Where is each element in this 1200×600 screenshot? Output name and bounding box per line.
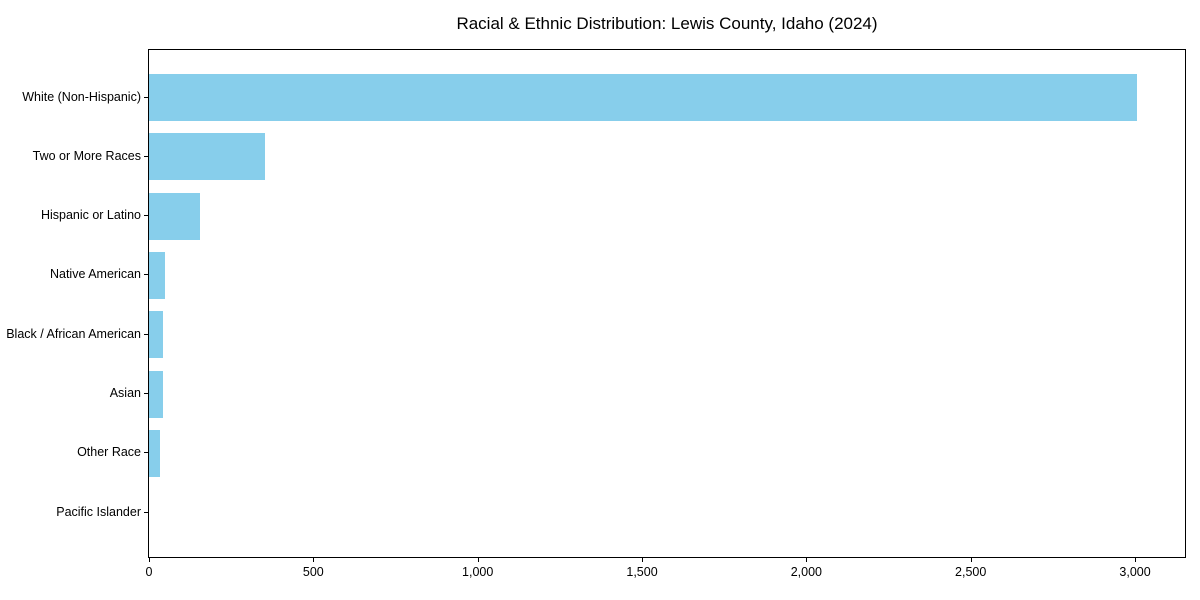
y-tick-label-hispanic-or-latino: Hispanic or Latino bbox=[40, 208, 141, 223]
y-tick-label-asian: Asian bbox=[109, 386, 141, 400]
y-tick-label-black-african-american: Black / African American bbox=[6, 326, 141, 341]
bar-hispanic-or-latino bbox=[149, 192, 200, 240]
bar-white-non-hispanic bbox=[149, 74, 1137, 121]
x-tick-mark bbox=[806, 558, 808, 562]
bar-other-race bbox=[149, 429, 161, 477]
y-tick-mark bbox=[144, 452, 148, 454]
x-tick-label-0: 0 bbox=[145, 565, 153, 579]
y-tick-label-pacific-islander: Pacific Islander bbox=[56, 504, 141, 519]
y-tick-label-other-race: Other Race bbox=[77, 445, 141, 460]
bar-asian bbox=[149, 370, 163, 418]
y-tick-mark bbox=[144, 96, 148, 98]
bar-two-or-more-races bbox=[149, 133, 266, 181]
x-tick-label-500: 500 bbox=[302, 565, 324, 579]
bar-black-african-american bbox=[149, 311, 164, 359]
y-tick-mark bbox=[144, 393, 148, 394]
x-tick-mark bbox=[313, 558, 315, 562]
y-tick-label-two-or-more-races: Two or More Races bbox=[32, 148, 141, 163]
y-tick-mark bbox=[144, 274, 148, 276]
x-tick-label-2500: 2,500 bbox=[955, 565, 987, 579]
x-tick-mark bbox=[477, 558, 479, 562]
y-tick-mark bbox=[144, 511, 148, 513]
bars-layer bbox=[149, 50, 1185, 557]
x-tick-label-2000: 2,000 bbox=[790, 565, 822, 579]
y-tick-mark bbox=[144, 155, 148, 157]
x-tick-mark bbox=[642, 558, 644, 562]
chart-title: Racial & Ethnic Distribution: Lewis Coun… bbox=[456, 14, 878, 33]
y-tick-label-native-american: Native American bbox=[49, 267, 141, 282]
x-tick-mark bbox=[149, 558, 150, 562]
x-tick-mark bbox=[1135, 558, 1137, 562]
y-tick-mark bbox=[144, 215, 148, 217]
x-tick-label-1500: 1,500 bbox=[626, 565, 658, 579]
x-tick-mark bbox=[970, 558, 972, 562]
bar-native-american bbox=[149, 251, 165, 299]
x-tick-label-1000: 1,000 bbox=[462, 565, 494, 579]
plot-area bbox=[148, 49, 1186, 558]
y-tick-label-white-non-hispanic: White (Non-Hispanic) bbox=[22, 89, 141, 104]
x-tick-label-3000: 3,000 bbox=[1119, 565, 1151, 579]
y-tick-mark bbox=[144, 333, 148, 335]
